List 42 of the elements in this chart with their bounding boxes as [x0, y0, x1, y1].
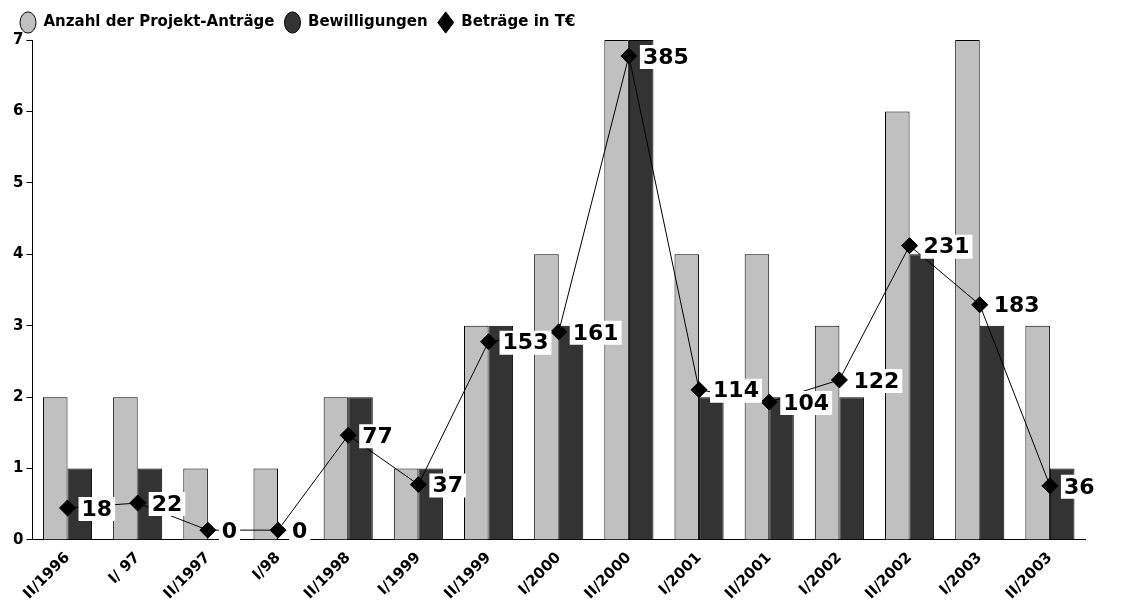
- data-label: 22: [151, 490, 183, 516]
- data-label: 77: [362, 423, 393, 449]
- y-tick-label: 4: [13, 244, 24, 263]
- legend-label: Beträge in T€: [461, 12, 576, 31]
- data-label: 18: [81, 495, 113, 521]
- data-label: 122: [853, 367, 900, 393]
- data-label: 183: [993, 292, 1040, 318]
- y-tick-label: 5: [13, 172, 24, 191]
- point: [620, 47, 638, 65]
- y-tick-label: 3: [13, 315, 24, 334]
- x-tick-label: I/ 97: [104, 548, 144, 588]
- data-label: 231: [923, 233, 970, 259]
- point: [339, 426, 357, 444]
- point: [550, 323, 568, 341]
- y-tick-label: 6: [13, 101, 24, 120]
- data-label: 37: [432, 472, 463, 498]
- point: [690, 381, 708, 399]
- point: [59, 499, 77, 517]
- data-label: 161: [572, 319, 619, 345]
- data-label: 104: [783, 389, 830, 415]
- y-tick-label: 0: [13, 529, 24, 548]
- point: [1041, 477, 1059, 495]
- point: [830, 371, 848, 389]
- point: [409, 476, 427, 494]
- point: [901, 237, 919, 255]
- point: [129, 494, 147, 512]
- data-label: 114: [713, 377, 759, 403]
- data-label: 0: [292, 517, 308, 543]
- data-label: 0: [221, 517, 238, 543]
- legend-label: Anzahl der Projekt-Anträge: [43, 12, 275, 31]
- data-label: 385: [642, 43, 689, 69]
- point: [269, 521, 287, 539]
- point: [971, 296, 989, 314]
- y-tick-label: 1: [13, 458, 24, 477]
- data-label: 153: [502, 329, 549, 355]
- point: [480, 333, 498, 351]
- legend-label: Bewilligungen: [307, 12, 428, 31]
- point: [760, 393, 778, 411]
- point: [199, 521, 217, 539]
- data-label: 36: [1063, 473, 1095, 499]
- y-tick-label: 7: [13, 29, 24, 48]
- y-tick-label: 2: [13, 387, 24, 406]
